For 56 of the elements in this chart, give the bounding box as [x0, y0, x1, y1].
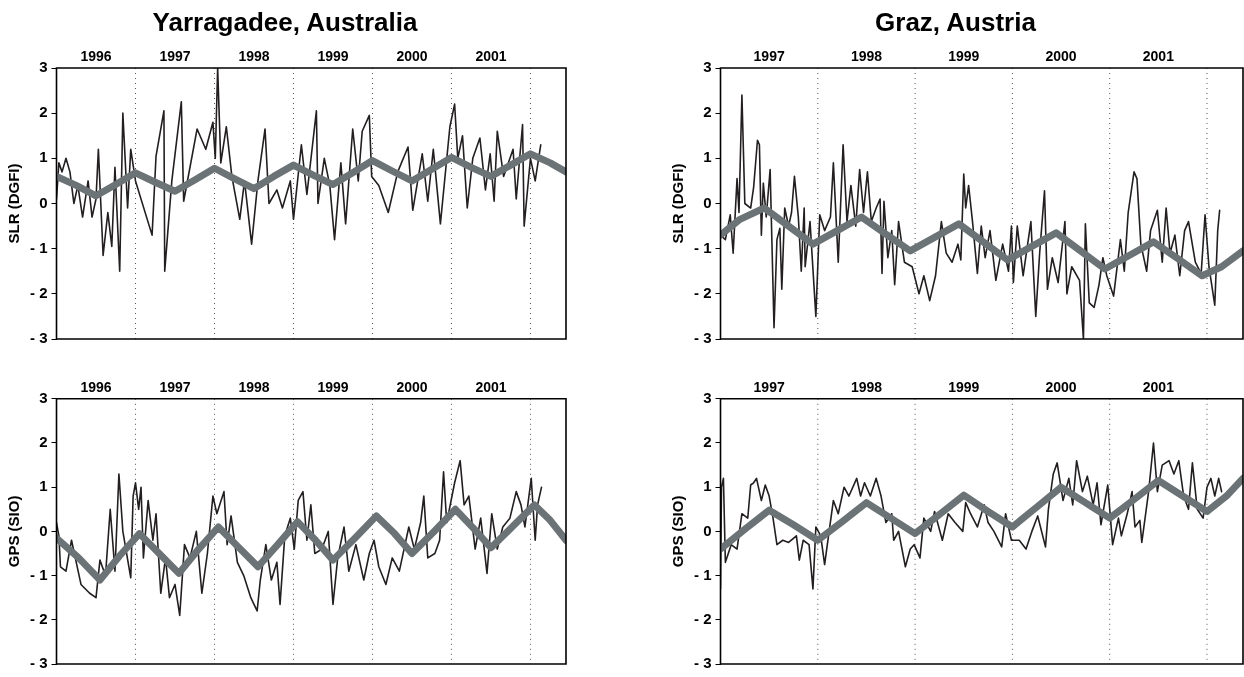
y-tick-label: 1	[703, 148, 712, 166]
x-tick-label: 1998	[238, 379, 270, 396]
y-tick-label: 0	[39, 521, 48, 539]
y-tick-label: - 3	[29, 654, 48, 672]
y-tick-label: 2	[703, 103, 712, 121]
y-axis-title: SLR (DGFI)	[669, 163, 687, 244]
y-tick-label: 1	[39, 477, 48, 495]
x-tick-label: 2000	[396, 379, 428, 396]
y-tick-label: 3	[703, 388, 712, 406]
x-tick-label: 1997	[753, 379, 785, 396]
x-tick-label: 1996	[80, 379, 112, 396]
y-tick-label: - 2	[693, 283, 712, 301]
y-tick-label: - 2	[693, 609, 712, 627]
y-tick-label: - 3	[29, 329, 48, 347]
y-tick-label: - 1	[29, 565, 48, 583]
y-tick-label: - 3	[693, 654, 712, 672]
x-tick-label: 1999	[948, 379, 980, 396]
x-tick-label: 2001	[1142, 48, 1175, 65]
y-tick-label: 0	[703, 193, 712, 211]
y-tick-label: 0	[39, 193, 48, 211]
x-tick-label: 2000	[1045, 379, 1077, 396]
y-tick-label: - 1	[693, 238, 712, 256]
x-tick-label: 1997	[753, 48, 785, 65]
x-tick-label: 2001	[475, 379, 507, 396]
y-tick-label: 3	[39, 388, 48, 406]
y-tick-label: - 1	[693, 565, 712, 583]
x-tick-label: 1997	[159, 379, 191, 396]
y-axis-title: GPS (SIO)	[669, 495, 687, 568]
y-tick-label: 1	[39, 148, 48, 166]
y-tick-label: 0	[703, 521, 712, 539]
x-tick-label: 1996	[80, 48, 112, 65]
x-tick-label: 2000	[1045, 48, 1077, 65]
x-tick-label: 1999	[948, 48, 980, 65]
y-tick-label: - 2	[29, 283, 48, 301]
x-tick-label: 1998	[850, 379, 883, 396]
y-axis-title: SLR (DGFI)	[5, 163, 23, 244]
x-tick-label: 1998	[238, 48, 270, 65]
x-tick-label: 1997	[159, 48, 191, 65]
x-tick-label: 1999	[317, 48, 349, 65]
y-tick-label: 2	[39, 103, 48, 121]
x-tick-label: 2001	[1142, 379, 1175, 396]
y-tick-label: - 2	[29, 609, 48, 627]
y-tick-label: - 3	[693, 329, 712, 347]
y-tick-label: 2	[39, 433, 48, 451]
y-tick-label: - 1	[29, 238, 48, 256]
chart-title: Graz, Austria	[875, 6, 1037, 37]
y-tick-label: 2	[703, 433, 712, 451]
y-tick-label: 3	[703, 58, 712, 76]
y-tick-label: 3	[39, 58, 48, 76]
y-tick-label: 1	[703, 477, 712, 495]
y-axis-title: GPS (SIO)	[5, 495, 23, 568]
x-tick-label: 2000	[396, 48, 428, 65]
chart-title: Yarragadee, Australia	[152, 6, 419, 37]
x-tick-label: 1999	[317, 379, 349, 396]
x-tick-label: 2001	[475, 48, 507, 65]
x-tick-label: 1998	[850, 48, 883, 65]
